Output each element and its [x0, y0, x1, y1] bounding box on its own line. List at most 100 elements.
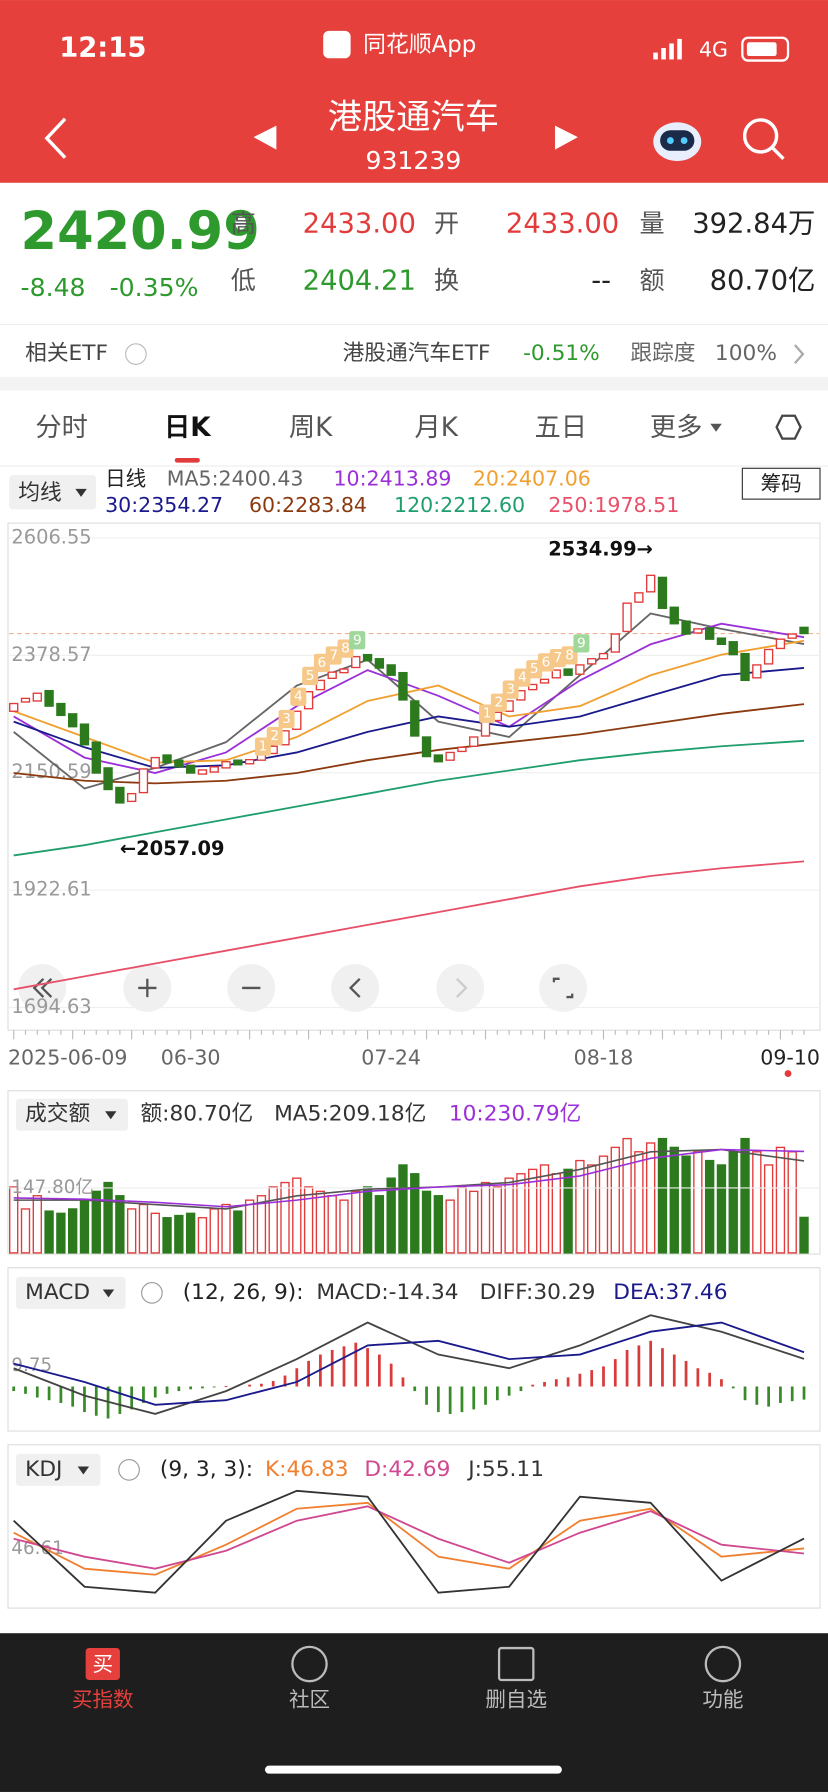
- assistant-button[interactable]: [653, 122, 702, 162]
- volume-bar: [56, 1212, 66, 1254]
- volume-bar: [575, 1159, 585, 1254]
- candle: [563, 668, 573, 676]
- nav-label: 功能: [702, 1688, 743, 1712]
- macd-bar: [71, 1386, 75, 1407]
- candle: [362, 653, 373, 662]
- volume-bar: [209, 1208, 219, 1254]
- ma-legend-item: 30:2354.27: [105, 493, 223, 517]
- tab[interactable]: 更多: [650, 413, 703, 443]
- nav-icon: [85, 1648, 120, 1681]
- td-label: 8: [341, 641, 350, 657]
- macd-bar: [271, 1381, 275, 1387]
- volume-bar: [221, 1203, 231, 1254]
- ma-line: [13, 860, 805, 991]
- candle: [728, 641, 738, 656]
- volume-bar: [551, 1173, 561, 1254]
- macd-bar: [566, 1377, 570, 1387]
- volume-bar: [233, 1210, 243, 1254]
- control-button[interactable]: [436, 963, 485, 1012]
- td-badge: [349, 631, 366, 650]
- candle: [327, 671, 337, 679]
- nav-item[interactable]: 功能: [702, 1645, 743, 1712]
- control-button[interactable]: [539, 963, 588, 1012]
- macd-bar: [495, 1386, 499, 1401]
- help-icon: [125, 343, 147, 365]
- y-tick-label: 147.80亿: [11, 1177, 93, 1198]
- nav-item[interactable]: 社区: [289, 1645, 330, 1712]
- nav-item[interactable]: 删自选: [485, 1646, 547, 1712]
- prev-button[interactable]: [253, 125, 277, 150]
- tab[interactable]: 周K: [289, 413, 333, 443]
- candle: [103, 767, 113, 791]
- td-badge: [302, 666, 319, 686]
- macd-bar: [153, 1386, 157, 1398]
- nav-label: 社区: [289, 1688, 330, 1712]
- next-button[interactable]: [555, 125, 578, 150]
- macd-bar: [790, 1386, 794, 1402]
- volume-bar: [457, 1186, 467, 1254]
- tab[interactable]: 月K: [415, 413, 459, 443]
- kdj-line: [13, 1505, 805, 1570]
- macd-bar: [436, 1386, 440, 1413]
- candle: [244, 758, 255, 765]
- x-tick-label: 2025-06-09: [8, 1046, 127, 1070]
- panel-selector-text: 成交额: [25, 1102, 90, 1127]
- control-button[interactable]: [331, 963, 380, 1012]
- ma-selector[interactable]: [9, 475, 96, 510]
- volume-bar: [752, 1151, 762, 1254]
- volume-bar: [716, 1164, 727, 1254]
- tab[interactable]: 五日: [535, 413, 587, 443]
- search-button[interactable]: [742, 118, 785, 161]
- panel-selector[interactable]: [15, 1098, 128, 1131]
- ma-line: [13, 612, 805, 790]
- volume-bar: [268, 1186, 278, 1254]
- indicator-text: D:42.69: [364, 1457, 450, 1482]
- candle: [374, 658, 385, 669]
- volume-bar: [244, 1199, 255, 1254]
- macd-bar: [354, 1342, 358, 1387]
- macd-bar: [12, 1386, 16, 1392]
- volume-bar: [303, 1186, 314, 1254]
- x-tick-label: 09-10: [760, 1046, 820, 1070]
- chip-button[interactable]: [741, 467, 821, 500]
- value: 2433.00: [506, 209, 619, 240]
- tab[interactable]: 分时: [35, 413, 88, 443]
- td-label: 5: [306, 668, 315, 684]
- etf-row[interactable]: 相关ETF 港股通汽车ETF -0.51% 跟踪度 100%: [25, 341, 805, 366]
- chart-controls: [18, 963, 588, 1012]
- nav-label: 买指数: [72, 1688, 134, 1712]
- volume-bar: [256, 1195, 267, 1254]
- candle: [457, 746, 467, 753]
- back-button[interactable]: [44, 117, 67, 159]
- ma-legend-item: 60:2283.84: [249, 493, 367, 517]
- td-label: 4: [294, 689, 303, 705]
- indicator-text: K:46.83: [265, 1457, 349, 1482]
- candle: [752, 664, 762, 679]
- settings-button[interactable]: [775, 414, 802, 440]
- etf-track: 100%: [715, 341, 777, 366]
- volume-bar: [622, 1137, 632, 1254]
- macd-bar: [366, 1348, 369, 1387]
- nav-icon-text: 买: [93, 1652, 114, 1676]
- y-tick-label: 2606.55: [11, 525, 91, 548]
- td-label: 7: [329, 648, 338, 664]
- volume-bar: [787, 1151, 797, 1254]
- volume-panel: [7, 1090, 821, 1255]
- tab[interactable]: 日K: [164, 413, 212, 443]
- volume-bar: [645, 1142, 656, 1254]
- volume-bar: [587, 1164, 597, 1254]
- candle: [716, 637, 727, 646]
- dropdown-arrow: [710, 423, 722, 432]
- volume-bar: [563, 1168, 573, 1254]
- macd-bar: [118, 1386, 122, 1414]
- macd-bar: [389, 1363, 393, 1387]
- panel-selector[interactable]: [15, 1453, 101, 1486]
- x-tick-label: 08-18: [574, 1046, 634, 1070]
- volume-bar: [327, 1195, 337, 1254]
- candle: [221, 761, 231, 769]
- price-panel: [7, 522, 821, 1031]
- panel-selector[interactable]: [15, 1276, 126, 1309]
- ma-legend-item: 250:1978.51: [548, 493, 679, 517]
